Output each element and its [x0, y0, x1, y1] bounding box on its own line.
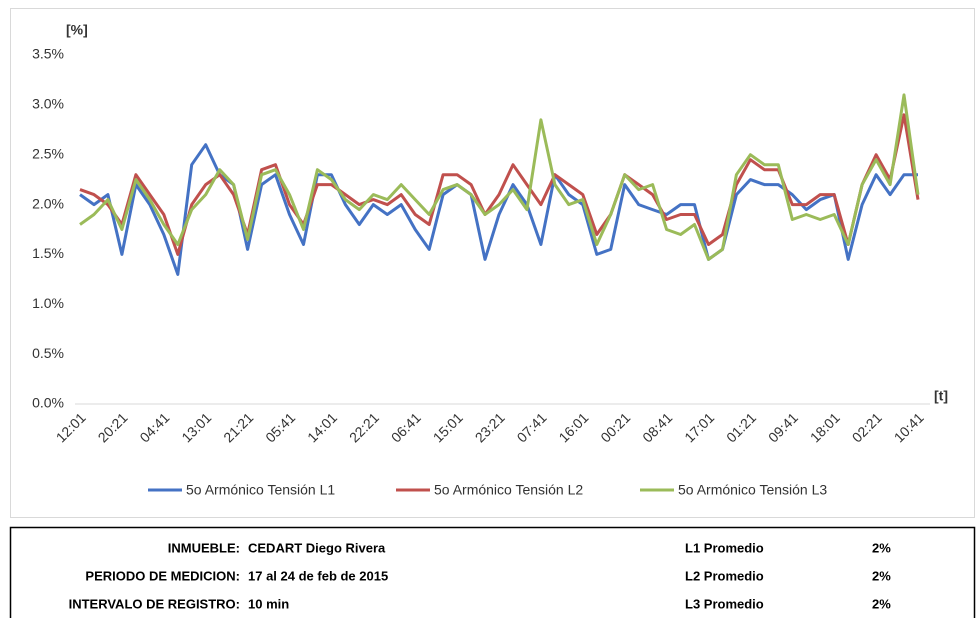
- y-tick-label: 2.0%: [32, 195, 64, 211]
- row-label: INMUEBLE:: [168, 540, 240, 555]
- row-label: INTERVALO DE REGISTRO:: [69, 596, 240, 611]
- avg-value: 2%: [872, 568, 891, 583]
- y-tick-label: 1.0%: [32, 295, 64, 311]
- avg-value: 2%: [872, 540, 891, 555]
- row-value: 10 min: [248, 596, 289, 611]
- row-label: PERIODO DE MEDICION:: [85, 568, 240, 583]
- y-tick-label: 1.5%: [32, 245, 64, 261]
- y-tick-label: 3.5%: [32, 46, 64, 62]
- row-value: CEDART Diego Rivera: [248, 540, 386, 555]
- y-unit-label: [%]: [66, 22, 88, 38]
- legend-label: 5o Armónico Tensión L3: [678, 482, 827, 498]
- y-tick-label: 3.0%: [32, 96, 64, 112]
- chart-frame: [10, 8, 975, 518]
- y-tick-label: 0.5%: [32, 345, 64, 361]
- y-tick-label: 2.5%: [32, 145, 64, 161]
- avg-label: L1 Promedio: [685, 540, 764, 555]
- info-rows: INMUEBLE: CEDART Diego Rivera L1 Promedio 2…: [69, 540, 892, 611]
- avg-label: L3 Promedio: [685, 596, 764, 611]
- legend-label: 5o Armónico Tensión L1: [186, 482, 335, 498]
- y-tick-label: 0.0%: [32, 395, 64, 411]
- row-value: 17 al 24 de feb de 2015: [248, 568, 388, 583]
- x-unit-label: [t]: [934, 388, 948, 404]
- info-table: [9, 526, 976, 618]
- avg-label: L2 Promedio: [685, 568, 764, 583]
- series-line: [79, 93, 920, 261]
- avg-value: 2%: [872, 596, 891, 611]
- legend-label: 5o Armónico Tensión L2: [434, 482, 583, 498]
